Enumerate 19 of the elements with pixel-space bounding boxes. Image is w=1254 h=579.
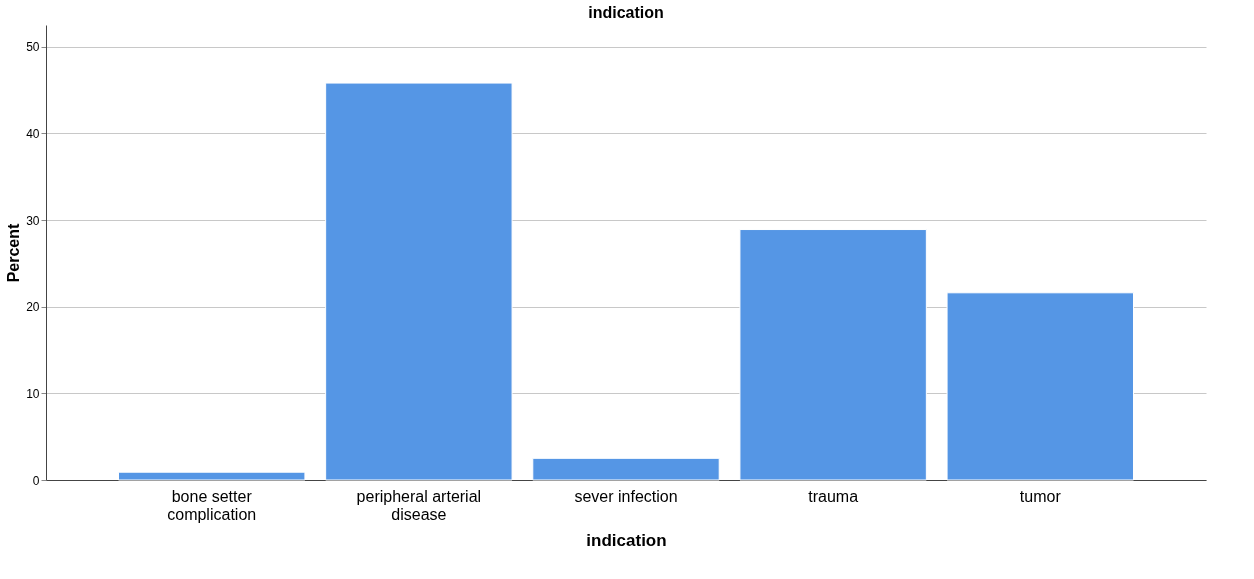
bar bbox=[946, 292, 1134, 481]
y-axis-title: Percent bbox=[5, 222, 23, 283]
x-tick-label: sever infection bbox=[574, 487, 678, 505]
x-tick-label: trauma bbox=[808, 487, 859, 505]
bar bbox=[325, 82, 513, 481]
y-tick-label: 50 bbox=[26, 40, 40, 55]
chart-title: indication bbox=[588, 4, 664, 21]
x-tick-label: tumor bbox=[1019, 487, 1062, 505]
bar bbox=[118, 471, 306, 481]
y-tick-label: 0 bbox=[32, 473, 40, 488]
bar bbox=[532, 457, 720, 481]
x-axis-title: indication bbox=[586, 530, 667, 550]
y-tick-label: 40 bbox=[26, 126, 40, 141]
y-tick-label: 20 bbox=[26, 300, 40, 315]
y-tick-label: 30 bbox=[26, 213, 40, 228]
x-tick-label: bone setter complication bbox=[167, 487, 257, 523]
x-tick-label: peripheral arterial disease bbox=[356, 487, 482, 523]
bar bbox=[739, 229, 927, 481]
y-tick-label: 10 bbox=[26, 386, 40, 401]
